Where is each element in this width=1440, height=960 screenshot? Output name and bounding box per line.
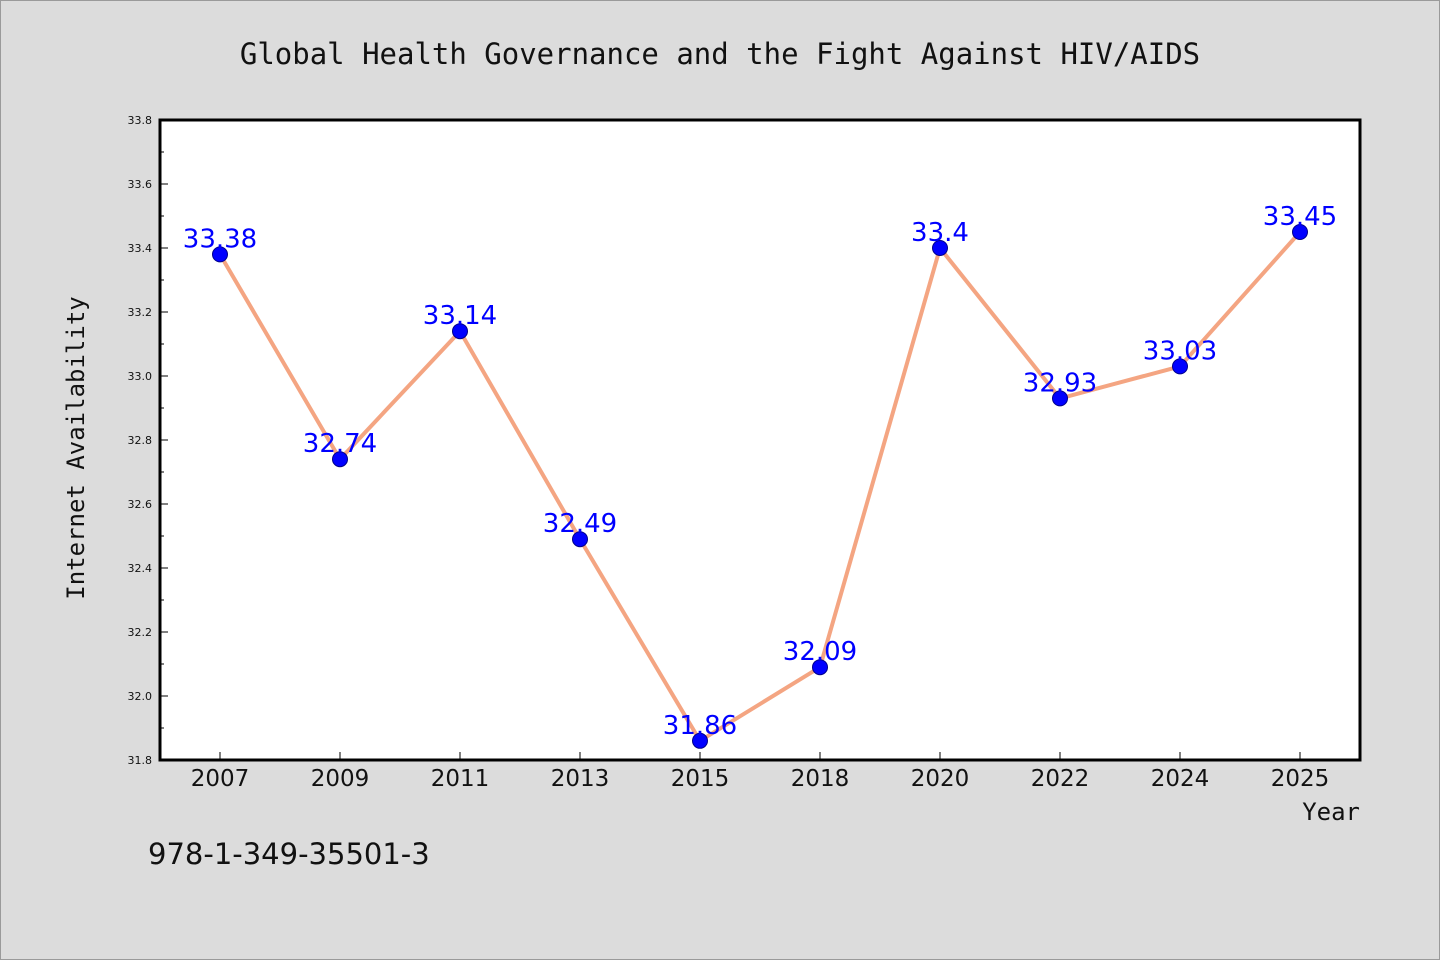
data-point-marker bbox=[1292, 224, 1308, 240]
y-tick-label: 32.0 bbox=[128, 690, 153, 703]
data-label: 32.49 bbox=[543, 509, 617, 539]
y-tick-label: 33.4 bbox=[128, 242, 153, 255]
y-tick-label: 32.2 bbox=[128, 626, 153, 639]
data-point-marker bbox=[452, 323, 468, 340]
y-tick-label: 32.4 bbox=[128, 562, 153, 575]
data-point-marker bbox=[212, 246, 228, 263]
data-label: 32.74 bbox=[303, 429, 377, 459]
chart-title: Global Health Governance and the Fight A… bbox=[240, 37, 1200, 71]
data-point-marker bbox=[1052, 390, 1068, 407]
data-label: 32.93 bbox=[1023, 368, 1097, 398]
x-tick-label: 2018 bbox=[791, 766, 850, 792]
x-tick-label: 2013 bbox=[551, 766, 610, 792]
x-tick-label: 2024 bbox=[1151, 766, 1210, 792]
y-tick-label: 33.0 bbox=[128, 370, 153, 383]
data-point-marker bbox=[332, 451, 348, 468]
data-label: 33.38 bbox=[183, 224, 257, 254]
y-tick-label: 31.8 bbox=[128, 754, 153, 767]
y-tick-label: 32.8 bbox=[128, 434, 153, 447]
x-tick-label: 2025 bbox=[1271, 766, 1330, 792]
data-label: 33.45 bbox=[1263, 202, 1337, 232]
x-tick-label: 2015 bbox=[671, 766, 730, 792]
data-label: 33.03 bbox=[1143, 336, 1217, 366]
data-point-marker bbox=[932, 240, 948, 256]
x-axis-title: Year bbox=[1302, 798, 1360, 826]
y-tick-label: 33.6 bbox=[128, 178, 153, 191]
data-label: 32.09 bbox=[783, 637, 857, 667]
x-tick-label: 2020 bbox=[911, 766, 970, 792]
data-point-marker bbox=[1172, 358, 1188, 375]
data-point-marker bbox=[572, 531, 588, 548]
x-tick-label: 2007 bbox=[191, 766, 250, 792]
x-tick-label: 2022 bbox=[1031, 766, 1090, 792]
y-tick-label: 33.8 bbox=[128, 114, 153, 127]
y-tick-label: 33.2 bbox=[128, 306, 153, 319]
data-label: 33.4 bbox=[911, 218, 969, 248]
y-axis-title: Internet Availability bbox=[62, 296, 90, 599]
x-tick-label: 2009 bbox=[311, 766, 370, 792]
x-tick-label: 2011 bbox=[431, 766, 490, 792]
data-point-marker bbox=[812, 659, 828, 676]
isbn-annotation: 978-1-349-35501-3 bbox=[148, 837, 430, 871]
data-label-layer: 33.38 32.74 33.14 32.49 31.86 32.09 33.4 32.93 3… bbox=[183, 202, 1337, 741]
data-label: 33.14 bbox=[423, 301, 497, 331]
y-tick-label: 32.6 bbox=[128, 498, 153, 511]
data-label: 31.86 bbox=[663, 711, 737, 741]
x-axis: 2007 2009 2011 2013 2015 2018 2020 2022 2024 2025 bbox=[191, 752, 1330, 792]
data-point-marker bbox=[692, 732, 708, 749]
series-layer bbox=[212, 224, 1308, 749]
y-axis: 31.8 32.0 32.2 32.4 32.6 32.8 33.0 33.2 33.4 33.6… bbox=[128, 114, 168, 767]
series-line bbox=[218, 230, 1302, 743]
